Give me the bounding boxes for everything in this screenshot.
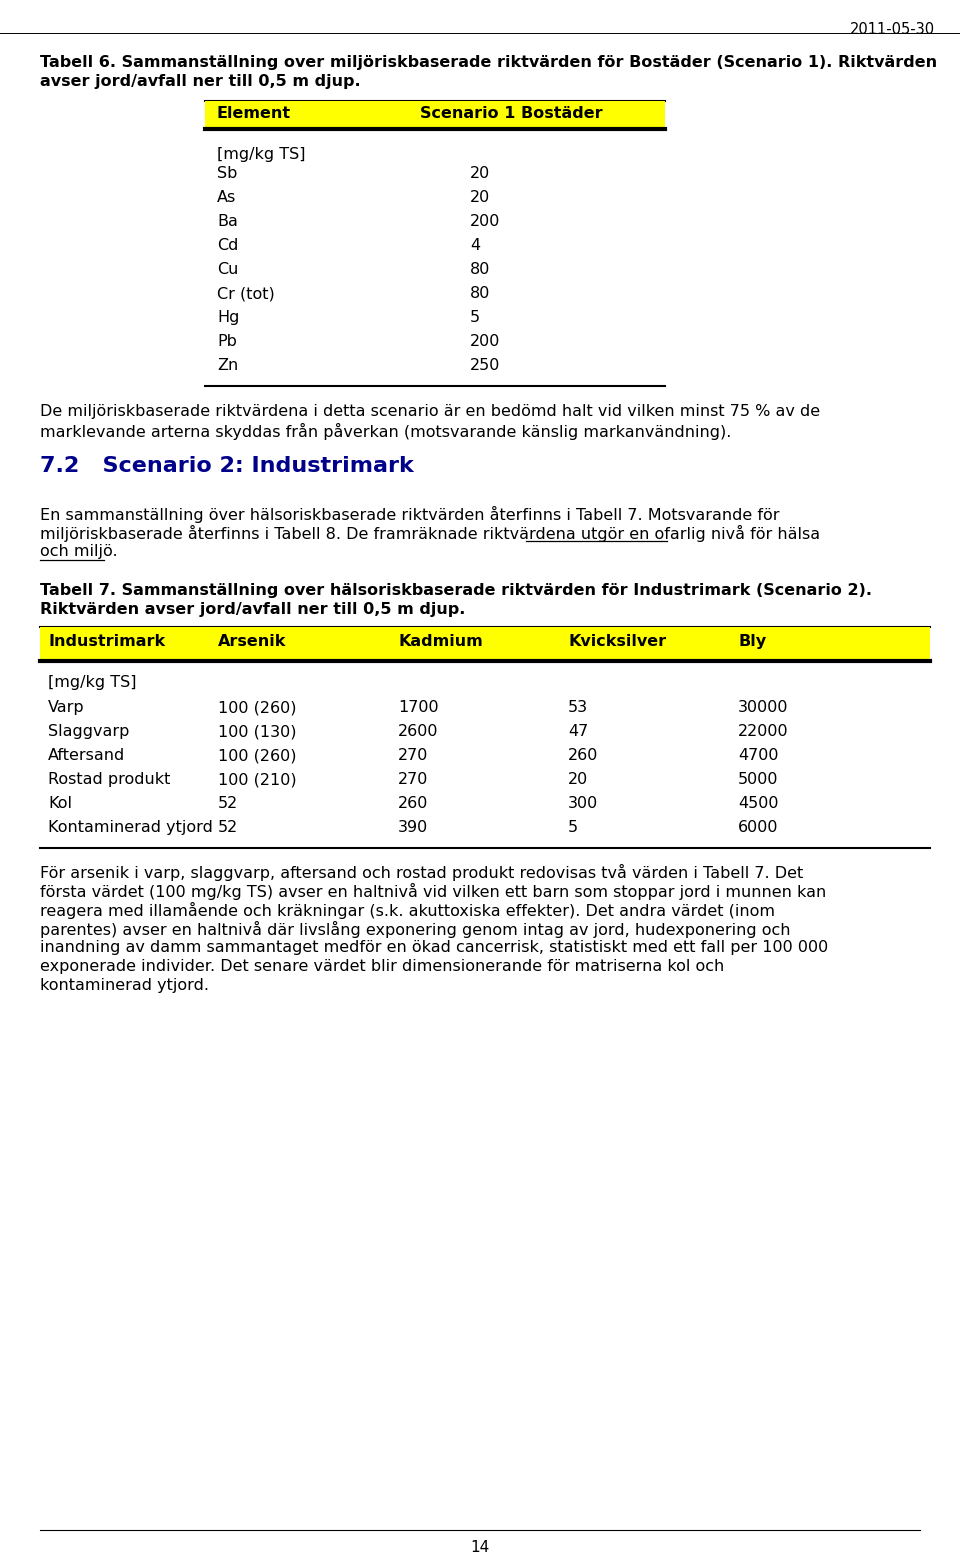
- Text: Kvicksilver: Kvicksilver: [568, 635, 666, 649]
- Text: 1700: 1700: [398, 700, 439, 716]
- Text: 5000: 5000: [738, 772, 779, 787]
- Text: 52: 52: [218, 797, 238, 811]
- Text: Tabell 6. Sammanställning over miljöriskbaserade riktvärden för Bostäder (Scenar: Tabell 6. Sammanställning over miljörisk…: [40, 55, 937, 70]
- Text: 80: 80: [470, 285, 491, 301]
- Text: 20: 20: [470, 190, 491, 204]
- Text: Kontaminerad ytjord: Kontaminerad ytjord: [48, 820, 213, 836]
- Text: 300: 300: [568, 797, 598, 811]
- Text: miljöriskbaserade återfinns i Tabell 8. De framräknade riktvärdena utgör en ofar: miljöriskbaserade återfinns i Tabell 8. …: [40, 525, 820, 543]
- Text: 7.2   Scenario 2: Industrimark: 7.2 Scenario 2: Industrimark: [40, 455, 414, 475]
- Text: As: As: [217, 190, 236, 204]
- Text: Cd: Cd: [217, 239, 238, 253]
- Text: 47: 47: [568, 723, 588, 739]
- Text: marklevande arterna skyddas från påverkan (motsvarande känslig markanvändning).: marklevande arterna skyddas från påverka…: [40, 422, 732, 440]
- Text: 22000: 22000: [738, 723, 788, 739]
- Text: första värdet (100 mg/kg TS) avser en haltnivå vid vilken ett barn som stoppar j: första värdet (100 mg/kg TS) avser en ha…: [40, 882, 827, 900]
- Text: Rostad produkt: Rostad produkt: [48, 772, 170, 787]
- Text: 250: 250: [470, 359, 500, 373]
- Text: Kol: Kol: [48, 797, 72, 811]
- Text: 270: 270: [398, 748, 428, 762]
- Text: 52: 52: [218, 820, 238, 836]
- Text: Kadmium: Kadmium: [398, 635, 483, 649]
- Text: 4500: 4500: [738, 797, 779, 811]
- Text: 20: 20: [568, 772, 588, 787]
- Text: Tabell 7. Sammanställning over hälsoriskbaserade riktvärden för Industrimark (Sc: Tabell 7. Sammanställning over hälsorisk…: [40, 583, 872, 599]
- Text: Cu: Cu: [217, 262, 238, 278]
- Text: Bly: Bly: [738, 635, 766, 649]
- Text: Ba: Ba: [217, 214, 238, 229]
- Text: Element: Element: [217, 106, 291, 122]
- Text: Cr (tot): Cr (tot): [217, 285, 275, 301]
- Text: reagera med illamående och kräkningar (s.k. akuttoxiska effekter). Det andra vär: reagera med illamående och kräkningar (s…: [40, 903, 775, 918]
- Text: exponerade individer. Det senare värdet blir dimensionerande för matriserna kol : exponerade individer. Det senare värdet …: [40, 959, 724, 974]
- Text: 53: 53: [568, 700, 588, 716]
- Text: [mg/kg TS]: [mg/kg TS]: [48, 675, 136, 691]
- Text: Pb: Pb: [217, 334, 237, 349]
- Text: 100 (130): 100 (130): [218, 723, 297, 739]
- Text: Riktvärden avser jord/avfall ner till 0,5 m djup.: Riktvärden avser jord/avfall ner till 0,…: [40, 602, 466, 617]
- Text: De miljöriskbaserade riktvärdena i detta scenario är en bedömd halt vid vilken m: De miljöriskbaserade riktvärdena i detta…: [40, 404, 820, 419]
- Text: Aftersand: Aftersand: [48, 748, 125, 762]
- Text: kontaminerad ytjord.: kontaminerad ytjord.: [40, 977, 209, 993]
- Text: 4: 4: [470, 239, 480, 253]
- Text: 200: 200: [470, 214, 500, 229]
- Text: 30000: 30000: [738, 700, 788, 716]
- Text: 5: 5: [470, 310, 480, 324]
- Text: Scenario 1 Bostäder: Scenario 1 Bostäder: [420, 106, 603, 122]
- Text: En sammanställning över hälsoriskbaserade riktvärden återfinns i Tabell 7. Motsv: En sammanställning över hälsoriskbaserad…: [40, 507, 780, 522]
- Text: [mg/kg TS]: [mg/kg TS]: [217, 147, 305, 162]
- Text: Varp: Varp: [48, 700, 84, 716]
- Text: 200: 200: [470, 334, 500, 349]
- Text: 390: 390: [398, 820, 428, 836]
- Text: Sb: Sb: [217, 165, 237, 181]
- Text: 5: 5: [568, 820, 578, 836]
- Text: och miljö.: och miljö.: [40, 544, 118, 560]
- Text: 100 (260): 100 (260): [218, 748, 297, 762]
- Text: 2011-05-30: 2011-05-30: [850, 22, 935, 37]
- Text: 20: 20: [470, 165, 491, 181]
- Text: 6000: 6000: [738, 820, 779, 836]
- Text: 270: 270: [398, 772, 428, 787]
- Text: Hg: Hg: [217, 310, 239, 324]
- Bar: [40, 627, 930, 661]
- Text: 100 (260): 100 (260): [218, 700, 297, 716]
- Text: Zn: Zn: [217, 359, 238, 373]
- Text: 14: 14: [470, 1540, 490, 1554]
- Text: 80: 80: [470, 262, 491, 278]
- Text: 4700: 4700: [738, 748, 779, 762]
- Text: inandning av damm sammantaget medför en ökad cancerrisk, statistiskt med ett fal: inandning av damm sammantaget medför en …: [40, 940, 828, 956]
- Text: 2600: 2600: [398, 723, 439, 739]
- Text: avser jord/avfall ner till 0,5 m djup.: avser jord/avfall ner till 0,5 m djup.: [40, 73, 361, 89]
- Text: För arsenik i varp, slaggvarp, aftersand och rostad produkt redovisas två värden: För arsenik i varp, slaggvarp, aftersand…: [40, 864, 804, 881]
- Text: Slaggvarp: Slaggvarp: [48, 723, 130, 739]
- Bar: [205, 101, 665, 129]
- Text: parentes) avser en haltnivå där livslång exponering genom intag av jord, hudexpo: parentes) avser en haltnivå där livslång…: [40, 921, 790, 939]
- Text: 260: 260: [398, 797, 428, 811]
- Text: Arsenik: Arsenik: [218, 635, 286, 649]
- Text: 260: 260: [568, 748, 598, 762]
- Text: 100 (210): 100 (210): [218, 772, 297, 787]
- Text: Industrimark: Industrimark: [48, 635, 165, 649]
